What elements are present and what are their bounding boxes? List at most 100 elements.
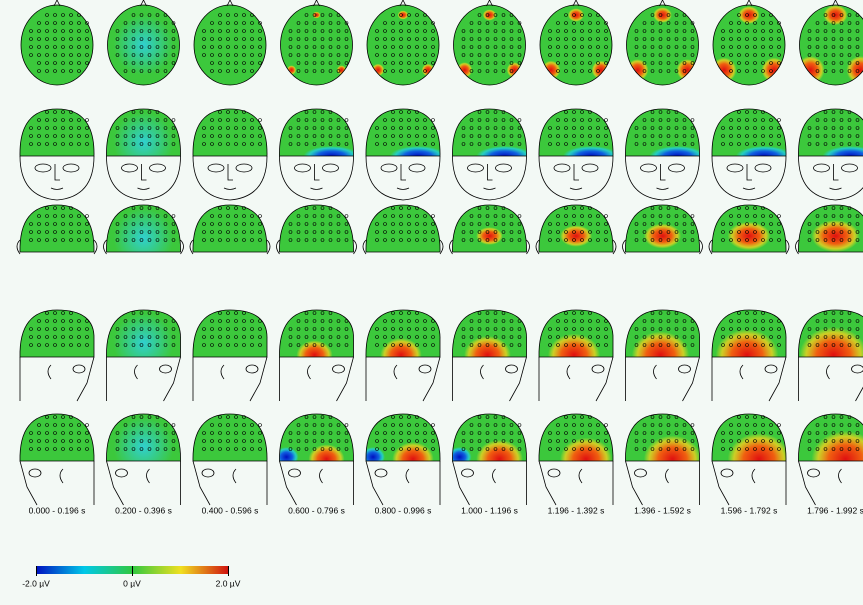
field-base (17, 298, 97, 388)
ear (135, 365, 138, 379)
profile (712, 461, 786, 505)
head-map (190, 402, 270, 505)
head-map (363, 0, 443, 90)
ear (740, 365, 743, 379)
head-map (623, 193, 703, 283)
field-blob (644, 224, 681, 249)
scalp-field (450, 193, 530, 283)
face (453, 156, 527, 200)
head-maps (17, 0, 863, 505)
time-window-label: 0.600 - 0.796 s (288, 505, 345, 515)
head-map (623, 298, 703, 401)
field-blob (380, 338, 421, 372)
head-map (190, 298, 270, 401)
eye (375, 469, 387, 477)
scalp-field (104, 97, 184, 187)
scalp-field (363, 97, 446, 187)
scalp-field (277, 193, 357, 283)
eye (419, 365, 431, 373)
eye (669, 164, 685, 172)
eye (814, 164, 830, 172)
nose (834, 164, 839, 180)
ear (394, 365, 397, 379)
profile (539, 357, 613, 401)
head-map (623, 0, 703, 90)
nose (228, 164, 233, 180)
face (712, 156, 786, 200)
profile (799, 461, 863, 505)
head-map (450, 298, 530, 401)
ear (579, 469, 582, 483)
face (193, 156, 267, 200)
scalp-field (361, 402, 443, 492)
scalp-field (796, 97, 863, 187)
field-base (190, 193, 270, 283)
face (626, 156, 700, 200)
head-map (275, 402, 357, 505)
electrode (605, 119, 608, 122)
time-window-label: 1.396 - 1.592 s (634, 505, 691, 515)
head-map (190, 193, 270, 283)
head-map (796, 402, 863, 505)
electrode (259, 215, 262, 218)
field-base (17, 0, 97, 90)
ear (221, 365, 224, 379)
eye (765, 365, 777, 373)
mouth (484, 188, 496, 190)
profile (107, 461, 181, 505)
profile (799, 357, 863, 401)
electrode (778, 215, 781, 218)
ear (481, 365, 484, 379)
head-map (363, 193, 443, 283)
ear (654, 365, 657, 379)
head-map (709, 193, 789, 283)
scalp-field (363, 193, 443, 283)
eye (554, 164, 570, 172)
head-map (104, 0, 184, 90)
field-blob (464, 336, 511, 374)
scalp-field (17, 402, 97, 492)
nose (55, 164, 60, 180)
head-map (709, 0, 789, 90)
head-map (190, 97, 270, 200)
scalp-field (190, 402, 270, 492)
head-map (450, 0, 530, 90)
face (366, 156, 440, 200)
nose (574, 164, 579, 180)
eye (236, 164, 252, 172)
scalp-field (796, 193, 863, 283)
field-blob (797, 56, 825, 84)
profile (280, 357, 354, 401)
scalp-field (450, 0, 530, 90)
field-blob (392, 442, 433, 476)
head-map (536, 193, 616, 283)
eye (679, 365, 691, 373)
head-map (190, 0, 270, 90)
mouth (743, 188, 755, 190)
electrode (432, 424, 435, 427)
time-labels: 0.000 - 0.196 s0.200 - 0.396 s0.400 - 0.… (29, 505, 863, 515)
head-map (104, 402, 184, 505)
eye (160, 365, 172, 373)
profile (712, 357, 786, 401)
nose (142, 164, 147, 180)
field-base (623, 97, 703, 187)
scalp-field (17, 298, 97, 388)
time-window-label: 1.596 - 1.792 s (721, 505, 778, 515)
eye (842, 164, 858, 172)
eye (755, 164, 771, 172)
field-blob (275, 447, 299, 467)
face (799, 156, 863, 200)
ear (60, 469, 63, 483)
field-blob (297, 340, 333, 369)
face (20, 156, 94, 200)
ear (48, 365, 51, 379)
eeg-topography-figure: 0.000 - 0.196 s0.200 - 0.396 s0.400 - 0.… (0, 0, 863, 605)
field-base (190, 402, 270, 492)
head-map (104, 298, 184, 401)
colorbar: -2.0 µV 0 µV 2.0 µV (22, 566, 240, 588)
time-window-label: 1.000 - 1.196 s (461, 505, 518, 515)
electrode (86, 119, 89, 122)
scalp-field (709, 97, 792, 187)
head-map (17, 193, 97, 283)
